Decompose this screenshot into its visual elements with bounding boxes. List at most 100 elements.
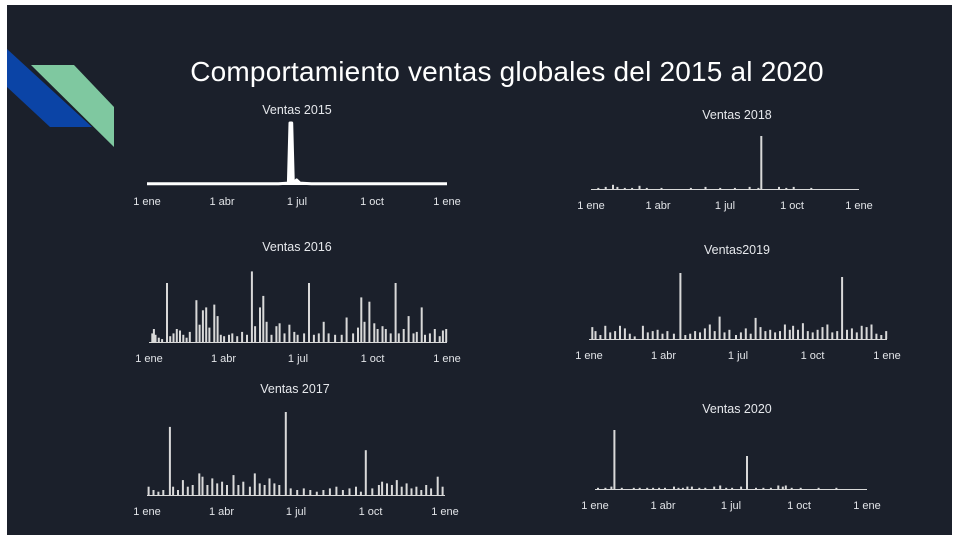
green-stripe bbox=[31, 65, 114, 147]
bar bbox=[386, 483, 388, 495]
bar bbox=[246, 334, 248, 342]
bar bbox=[746, 456, 748, 489]
bar bbox=[151, 333, 154, 342]
bar bbox=[152, 329, 155, 342]
bar bbox=[201, 476, 204, 495]
chart-title: Ventas2019 bbox=[703, 243, 771, 257]
bar bbox=[328, 488, 331, 495]
bar bbox=[713, 486, 716, 489]
bar bbox=[376, 329, 379, 342]
bar bbox=[623, 328, 626, 339]
bar bbox=[410, 488, 413, 495]
bar bbox=[831, 332, 834, 339]
bar bbox=[195, 300, 198, 342]
x-tick-label: 1 oct bbox=[359, 506, 383, 518]
bar bbox=[728, 329, 731, 339]
bar bbox=[381, 481, 384, 495]
bar bbox=[424, 334, 426, 342]
bar bbox=[223, 336, 226, 342]
bar bbox=[415, 331, 418, 342]
bar bbox=[754, 317, 757, 339]
bar bbox=[759, 327, 762, 339]
bar bbox=[699, 332, 701, 339]
bar bbox=[228, 334, 230, 342]
x-tick-label: 1 jul bbox=[288, 353, 308, 365]
bar bbox=[177, 490, 179, 495]
bar bbox=[880, 335, 883, 339]
x-tick-label: 1 ene bbox=[133, 196, 161, 208]
bar bbox=[263, 485, 266, 495]
bar bbox=[792, 186, 795, 189]
bar bbox=[778, 186, 780, 189]
bar bbox=[205, 307, 208, 342]
bar bbox=[357, 327, 359, 342]
x-tick-label: 1 ene bbox=[575, 350, 603, 362]
bar bbox=[764, 331, 767, 339]
bar bbox=[623, 187, 626, 189]
chart-svg: 1 ene 1 abr 1 jul 1 oct 1 ene bbox=[577, 136, 873, 212]
x-tick-label: 1 jul bbox=[286, 506, 306, 518]
bar bbox=[377, 485, 380, 495]
bar bbox=[211, 478, 214, 495]
bar bbox=[317, 333, 320, 342]
bar bbox=[198, 324, 201, 342]
bar bbox=[810, 187, 813, 189]
bar bbox=[400, 486, 403, 495]
bar bbox=[620, 487, 623, 489]
series-area bbox=[147, 123, 447, 185]
slide: Comportamiento ventas globales del 2015 … bbox=[7, 5, 952, 535]
bar bbox=[237, 485, 240, 495]
bar bbox=[296, 334, 299, 342]
chart-svg: 1 ene 1 abr 1 jul 1 oct 1 ene bbox=[133, 412, 459, 518]
bar bbox=[185, 337, 188, 342]
bar bbox=[673, 486, 675, 489]
bar bbox=[781, 486, 784, 489]
bar bbox=[681, 487, 684, 489]
x-tick-label: 1 jul bbox=[287, 196, 307, 208]
chart-svg: 1 ene 1 abr 1 jul 1 oct 1 ene bbox=[135, 271, 461, 365]
bar bbox=[364, 450, 367, 495]
bar bbox=[652, 487, 655, 489]
bar bbox=[258, 483, 261, 495]
bar bbox=[718, 316, 721, 339]
bar bbox=[355, 486, 357, 495]
bar bbox=[645, 187, 648, 189]
bar bbox=[322, 321, 325, 342]
bar bbox=[273, 483, 276, 495]
bar bbox=[352, 333, 355, 342]
bar bbox=[628, 333, 631, 339]
bar bbox=[265, 321, 268, 342]
x-tick-label: 1 abr bbox=[211, 353, 236, 365]
bar bbox=[708, 324, 711, 339]
bar bbox=[735, 335, 737, 339]
bar bbox=[855, 332, 858, 339]
bar bbox=[865, 327, 868, 339]
bar bbox=[161, 339, 164, 342]
bar bbox=[684, 335, 687, 339]
bar bbox=[631, 187, 634, 189]
bar bbox=[748, 186, 751, 189]
bar bbox=[651, 331, 654, 339]
bar bbox=[259, 307, 261, 342]
bar bbox=[690, 486, 693, 489]
bar bbox=[341, 490, 344, 495]
bar bbox=[368, 301, 371, 342]
bar bbox=[147, 486, 150, 495]
x-tick-label: 1 oct bbox=[780, 200, 804, 212]
bar bbox=[777, 485, 780, 489]
bar bbox=[188, 331, 191, 342]
bar bbox=[284, 412, 287, 495]
bar bbox=[723, 332, 726, 339]
bar bbox=[792, 325, 795, 339]
chart-panel-2015: Ventas 2015 1 ene 1 abr 1 jul 1 oct 1 ene bbox=[133, 103, 461, 218]
bar bbox=[420, 307, 423, 342]
bar bbox=[870, 324, 873, 339]
bar bbox=[175, 329, 178, 342]
bar bbox=[172, 486, 175, 495]
bar bbox=[206, 485, 209, 495]
bar bbox=[597, 187, 600, 189]
bar bbox=[248, 486, 251, 495]
bar bbox=[686, 486, 689, 489]
bar bbox=[740, 486, 743, 489]
bar bbox=[250, 271, 253, 342]
